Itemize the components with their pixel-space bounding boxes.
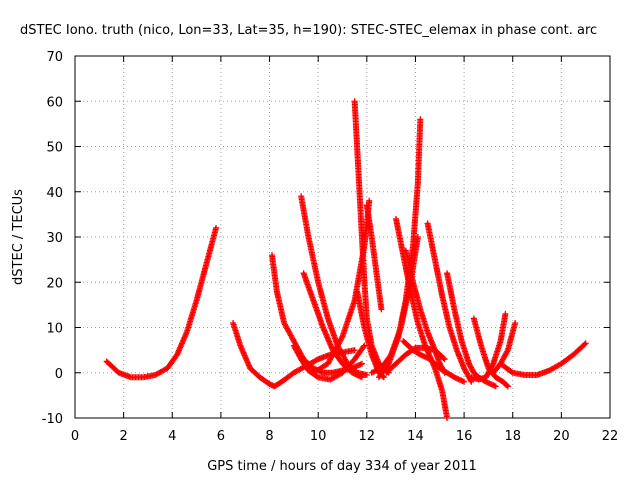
data-point: [417, 116, 424, 123]
x-tick-label: 18: [504, 429, 521, 444]
y-tick-label: 20: [46, 276, 63, 291]
axis-ticks: 0 2 4 6 8 10 12 14 16 18 20 22 -10 0 10 20 30 40 50 60 70: [42, 50, 619, 444]
data-point: [502, 310, 509, 317]
x-tick-label: 14: [407, 429, 424, 444]
x-tick-label: 0: [71, 429, 79, 444]
data-point: [360, 343, 367, 350]
data-point: [358, 374, 365, 381]
x-tick-label: 20: [553, 429, 570, 444]
data-point: [581, 341, 588, 348]
series-1: [103, 224, 220, 381]
series-14: [402, 247, 448, 376]
data-point: [441, 356, 448, 363]
series-16: [383, 344, 448, 376]
data-point: [503, 382, 510, 389]
y-tick-label: 40: [46, 186, 63, 201]
x-tick-label: 16: [456, 429, 473, 444]
series-10: [363, 202, 385, 313]
y-tick-label: 70: [46, 50, 63, 65]
data-point: [512, 319, 519, 326]
data-point: [461, 378, 468, 385]
data-point: [492, 383, 499, 390]
data-point: [378, 306, 385, 313]
x-tick-label: 22: [602, 429, 619, 444]
data-point: [508, 368, 515, 375]
series-6: [290, 342, 368, 383]
y-tick-label: 0: [55, 367, 63, 382]
y-tick-label: 60: [46, 95, 63, 110]
chart-title: dSTEC Iono. truth (nico, Lon=33, Lat=35,…: [20, 23, 597, 38]
data-point: [440, 355, 447, 362]
data-point: [313, 373, 320, 380]
series-22: [497, 340, 589, 379]
x-tick-label: 4: [168, 429, 176, 444]
x-tick-label: 8: [265, 429, 273, 444]
data-point: [504, 383, 511, 390]
data-point: [363, 372, 370, 379]
data-point: [366, 197, 373, 204]
x-tick-label: 10: [310, 429, 327, 444]
y-tick-label: 50: [46, 141, 63, 156]
data-point: [213, 224, 220, 231]
data-point: [358, 360, 365, 367]
y-tick-label: 30: [46, 231, 63, 246]
y-tick-label: 10: [46, 322, 63, 337]
y-tick-label: -10: [42, 412, 63, 427]
y-axis-label: dSTEC / TECUs: [11, 189, 26, 285]
data-point: [444, 415, 451, 421]
series-13: [393, 215, 451, 421]
x-tick-label: 12: [359, 429, 376, 444]
series-3: [268, 252, 365, 376]
x-axis-label: GPS time / hours of day 334 of year 2011: [207, 459, 477, 474]
data-point: [351, 347, 358, 354]
data-point: [582, 340, 589, 347]
x-tick-label: 6: [217, 429, 225, 444]
data-series: [103, 98, 589, 421]
series-17: [424, 220, 475, 385]
series-9: [354, 288, 387, 381]
x-tick-label: 2: [119, 429, 127, 444]
